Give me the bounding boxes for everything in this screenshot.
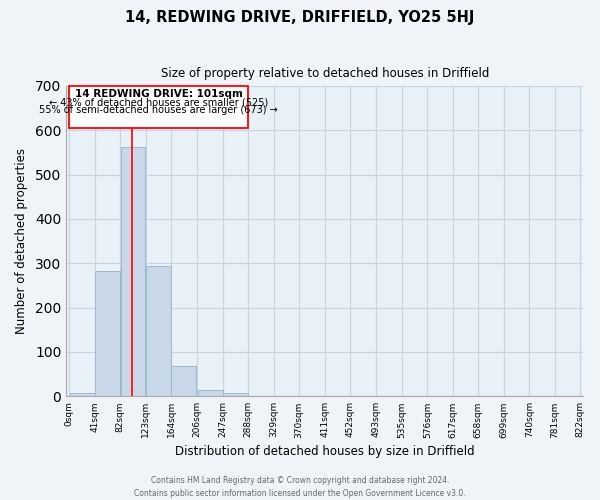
Bar [223, 393, 248, 396]
Title: Size of property relative to detached houses in Driffield: Size of property relative to detached ho… [161, 68, 489, 80]
Bar [95, 271, 120, 396]
Text: 14 REDWING DRIVE: 101sqm: 14 REDWING DRIVE: 101sqm [75, 90, 243, 100]
Y-axis label: Number of detached properties: Number of detached properties [15, 148, 28, 334]
X-axis label: Distribution of detached houses by size in Driffield: Distribution of detached houses by size … [175, 444, 475, 458]
Bar [146, 266, 171, 396]
Text: 55% of semi-detached houses are larger (673) →: 55% of semi-detached houses are larger (… [40, 106, 278, 116]
Bar [172, 366, 196, 396]
Text: ← 43% of detached houses are smaller (525): ← 43% of detached houses are smaller (52… [49, 98, 268, 108]
Bar [121, 148, 145, 396]
FancyBboxPatch shape [69, 86, 248, 128]
Text: 14, REDWING DRIVE, DRIFFIELD, YO25 5HJ: 14, REDWING DRIVE, DRIFFIELD, YO25 5HJ [125, 10, 475, 25]
Text: Contains HM Land Registry data © Crown copyright and database right 2024.
Contai: Contains HM Land Registry data © Crown c… [134, 476, 466, 498]
Bar [70, 393, 95, 396]
Bar [197, 390, 223, 396]
